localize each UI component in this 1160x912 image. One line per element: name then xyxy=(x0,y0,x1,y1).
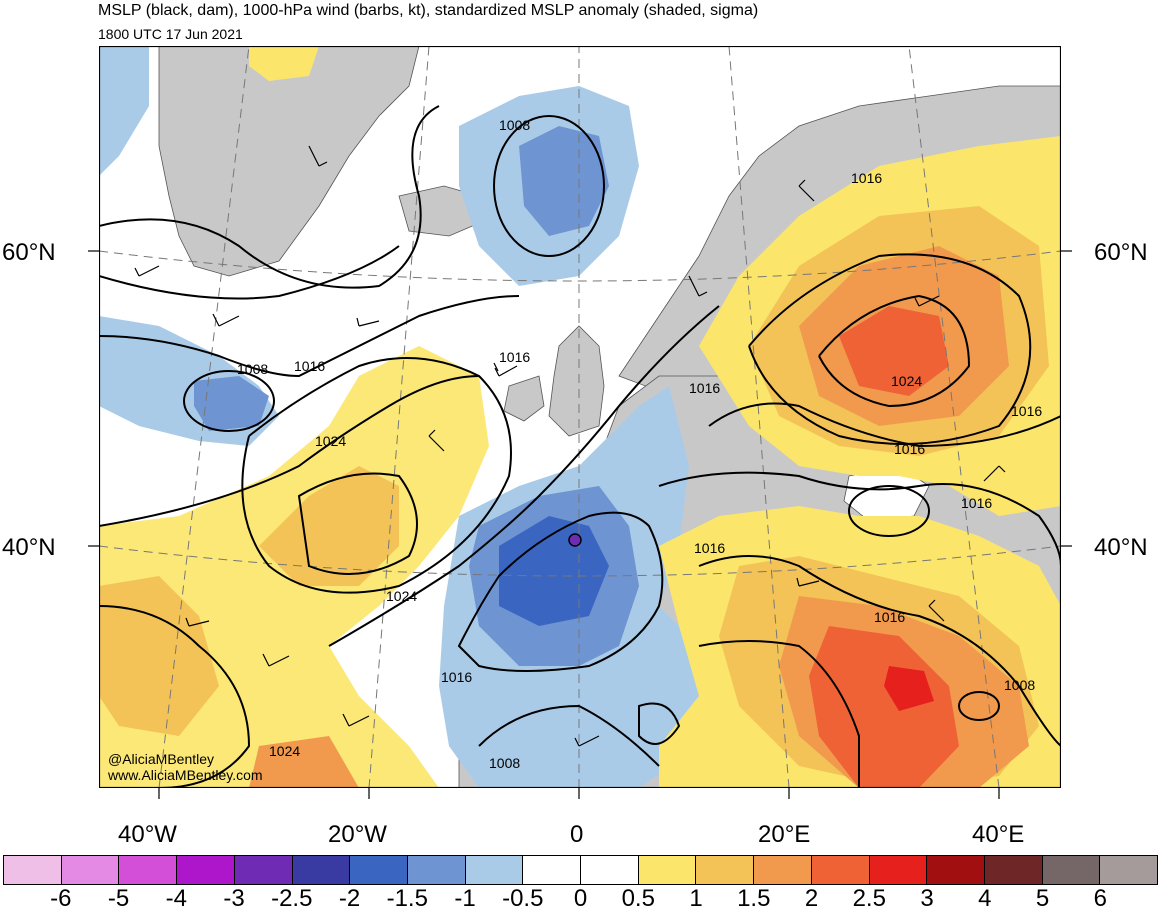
colorbar-swatch xyxy=(234,856,293,884)
colorbar-swatch xyxy=(292,856,351,884)
colorbar-label: 2 xyxy=(804,885,819,912)
lat-label-40n-right: 40°N xyxy=(1094,534,1148,561)
lon-label-0: 0 xyxy=(570,821,584,848)
colorbar-swatch xyxy=(927,856,985,884)
weather-map: 1008 1008 1016 1016 1024 1024 1016 1008 … xyxy=(98,45,1062,789)
colorbar-label: 4 xyxy=(978,885,992,912)
greenland xyxy=(158,46,420,277)
colorbar-swatch xyxy=(638,856,697,884)
colorbar-swatch xyxy=(984,856,1043,884)
lat-label-60n-left: 60°N xyxy=(2,239,56,266)
colorbar-swatch xyxy=(696,856,755,884)
colorbar-swatch xyxy=(754,856,812,884)
contour-label-1008: 1008 xyxy=(237,361,268,377)
colorbar-label: 0 xyxy=(573,885,588,912)
colorbar-label: -3 xyxy=(223,885,245,912)
anomaly-shading xyxy=(99,46,1061,788)
map-title: MSLP (black, dam), 1000-hPa wind (barbs,… xyxy=(98,2,759,19)
contour-label-1008: 1008 xyxy=(489,755,520,771)
anomaly-25-southeast xyxy=(809,626,959,788)
colorbar-label: 5 xyxy=(1035,885,1050,912)
contour-label-1024: 1024 xyxy=(891,373,922,389)
colorbar-swatch xyxy=(523,856,582,884)
contour-label-1016: 1016 xyxy=(694,540,725,556)
mslp-contours xyxy=(99,105,1061,788)
colorbar-swatch xyxy=(119,856,178,884)
contour-label-1016: 1016 xyxy=(441,669,472,685)
lat-label-60n-right: 60°N xyxy=(1094,239,1148,266)
credit-handle: @AliciaMBentley xyxy=(108,751,215,767)
credit-url: www.AliciaMBentley.com xyxy=(108,767,263,783)
lon-label-20w: 20°W xyxy=(328,821,387,848)
anomaly-25-east xyxy=(839,306,949,396)
colorbar-label: 2.5 xyxy=(852,885,886,912)
anomaly-15-southwest xyxy=(99,576,219,736)
contour-label-1016: 1016 xyxy=(499,349,530,365)
contour-label-1008: 1008 xyxy=(499,117,530,133)
colorbar-swatch xyxy=(407,856,466,884)
great-britain xyxy=(548,325,605,437)
lon-label-40e: 40°E xyxy=(972,821,1025,848)
colorbar-label: -2.5 xyxy=(271,885,313,912)
contour-label-1008: 1008 xyxy=(1004,677,1035,693)
colorbar-swatch xyxy=(61,856,120,884)
contour-label-1016: 1016 xyxy=(689,380,720,396)
map-panel: 1008 1008 1016 1016 1024 1024 1016 1008 … xyxy=(98,45,1062,789)
colorbar-swatch xyxy=(869,856,928,884)
colorbar-label: -0.5 xyxy=(502,885,544,912)
colorbar-label: -6 xyxy=(50,885,72,912)
colorbar-label: -2 xyxy=(338,885,361,912)
map-frame xyxy=(98,45,1062,789)
colorbar-swatch xyxy=(811,856,870,884)
contour-label-1016: 1016 xyxy=(894,441,925,457)
colorbar-label: 0.5 xyxy=(621,885,655,912)
low-center-marker xyxy=(568,533,582,547)
lon-label-40w: 40°W xyxy=(118,821,177,848)
colorbar-label: 1.5 xyxy=(737,885,771,912)
contour-label-1024: 1024 xyxy=(315,433,346,449)
contour-label-1016: 1016 xyxy=(961,495,992,511)
anomaly-1-north xyxy=(519,126,609,236)
anomaly-2-southwest xyxy=(249,736,359,788)
anomaly-15-westatlantic xyxy=(259,466,399,586)
colorbar-label: 1 xyxy=(689,885,703,912)
colorbar-swatch xyxy=(177,856,235,884)
wind-barbs xyxy=(134,145,1006,747)
contour-labels: 1008 1008 1016 1016 1024 1024 1016 1008 … xyxy=(237,117,1042,771)
contour-label-1024: 1024 xyxy=(386,588,417,604)
colorbar xyxy=(3,855,1158,885)
colorbar-label: -1.5 xyxy=(386,885,428,912)
colorbar-swatch xyxy=(581,856,639,884)
colorbar-label: -4 xyxy=(165,885,187,912)
colorbar-label: -1 xyxy=(454,885,476,912)
colorbar-label: 6 xyxy=(1093,885,1107,912)
colorbar-swatch xyxy=(1100,856,1158,884)
colorbar-label: -5 xyxy=(107,885,130,912)
lon-label-20e: 20°E xyxy=(758,821,811,848)
anomaly-3-southeast xyxy=(884,666,934,711)
map-timestamp: 1800 UTC 17 Jun 2021 xyxy=(98,26,243,42)
anomaly-positive-top xyxy=(249,46,319,81)
contour-label-1016: 1016 xyxy=(874,609,905,625)
contour-label-1016: 1016 xyxy=(851,170,882,186)
colorbar-swatch xyxy=(4,856,62,884)
contour-label-1016: 1016 xyxy=(1011,403,1042,419)
anomaly-15-iberia xyxy=(499,516,609,626)
contour-label-1024: 1024 xyxy=(269,743,300,759)
colorbar-swatch xyxy=(465,856,524,884)
ireland xyxy=(503,375,545,422)
contour-label-1016: 1016 xyxy=(294,358,325,374)
anomaly-1-west xyxy=(194,376,269,431)
colorbar-label: 3 xyxy=(920,885,934,912)
colorbar-swatch xyxy=(350,856,408,884)
anomaly-negative-topleft xyxy=(99,46,149,176)
lat-label-40n-left: 40°N xyxy=(2,534,56,561)
colorbar-swatch xyxy=(1042,856,1101,884)
lat-lon-grid xyxy=(99,46,1061,788)
